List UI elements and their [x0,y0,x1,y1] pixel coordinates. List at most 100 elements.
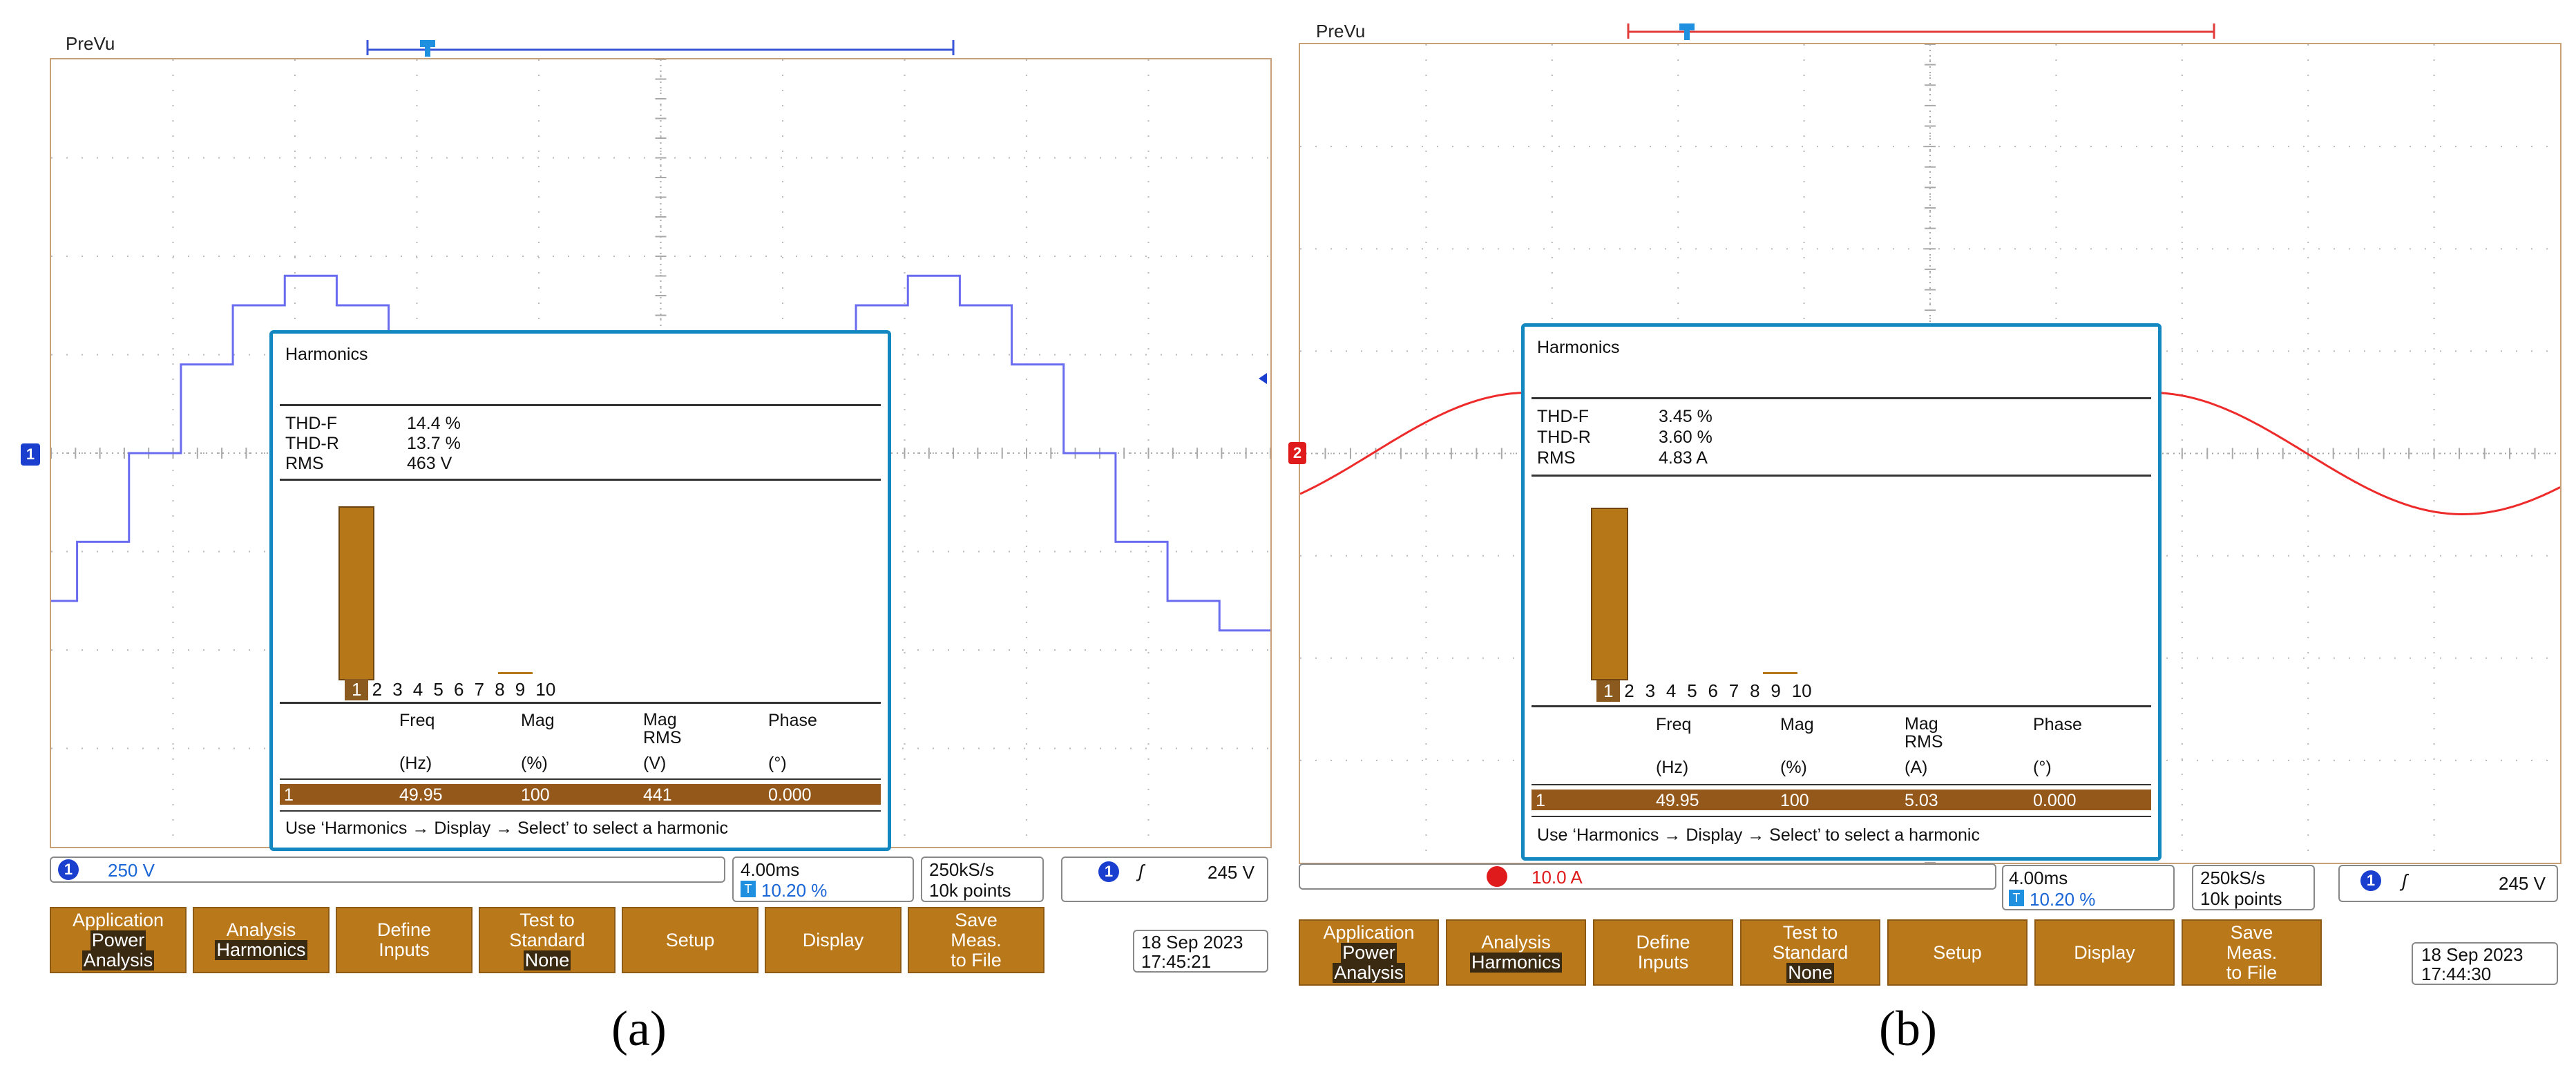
unit-mag: (%) [1780,758,1807,777]
trig-pos-icon: T [2009,890,2024,906]
harmonics-dialog: Harmonics THD-F 14.4 % THD-R 13.7 % RMS … [269,330,891,851]
setup-button[interactable]: Setup [1887,919,2028,986]
col-phase: Phase [768,711,817,730]
rms-label: RMS [1537,448,1576,468]
col-magrms: Mag RMS [643,710,682,747]
harmonic-bar-1[interactable] [338,506,374,680]
prevu-label: PreVu [66,33,115,54]
harmonic-number-5[interactable]: 5 [433,679,443,700]
harmonic-number-5[interactable]: 5 [1687,680,1697,701]
harmonic-number-1[interactable]: 1 [1596,680,1621,702]
setup-button[interactable]: Setup [622,907,759,973]
thd-r-label: THD-R [285,434,339,453]
trigger-box[interactable]: 1 ʃ 245 V [2338,865,2558,902]
dialog-title: Harmonics [1537,338,1620,357]
dialog-title: Harmonics [285,345,368,364]
panel-b: PreVu 2 Harmonics THD-F 3.45 % THD-R 3.6… [1288,0,2576,1081]
analysis-button[interactable]: Analysis Harmonics [193,907,330,973]
unit-phase: (°) [768,754,787,773]
timebase-box[interactable]: 4.00ms T 10.20 % [2002,865,2175,910]
application-button[interactable]: Application Power Analysis [1299,919,1439,986]
panel-a: PreVu 1 Harmonics THD-F 14.4 % THD-R 13.… [21,30,1272,1056]
unit-mag: (%) [521,754,548,773]
rms-value: 4.83 A [1659,448,1708,468]
harmonic-number-3[interactable]: 3 [1645,680,1656,701]
analysis-button[interactable]: Analysis Harmonics [1446,919,1586,986]
thd-r-label: THD-R [1537,428,1591,447]
harmonic-number-2[interactable]: 2 [372,679,383,700]
harmonic-number-6[interactable]: 6 [454,679,464,700]
col-freq: Freq [399,711,435,730]
unit-freq: (Hz) [1656,758,1689,777]
define-inputs-button[interactable]: Define Inputs [336,907,473,973]
caption-a: (a) [611,1001,667,1056]
thd-r-value: 3.60 % [1659,428,1712,447]
prevu-label: PreVu [1316,21,1366,41]
harmonic-number-6[interactable]: 6 [1708,680,1718,701]
harmonic-bar-1[interactable] [1591,508,1628,680]
thd-f-value: 3.45 % [1659,407,1712,426]
voltage-waveform [51,274,1270,632]
thd-f-label: THD-F [285,414,337,433]
hint-text: Use ‘Harmonics → Display → Select’ to se… [285,819,728,838]
save-meas-button[interactable]: Save Meas. to File [908,907,1044,973]
date-time-box: 18 Sep 2023 17:44:30 [2412,942,2558,985]
hint-text: Use ‘Harmonics → Display → Select’ to se… [1537,825,1980,845]
harmonic-number-10[interactable]: 10 [1791,680,1812,701]
timebase-box[interactable]: 4.00ms T 10.20 % [732,857,914,902]
col-mag: Mag [1780,715,1814,734]
harmonic-number-8[interactable]: 8 [495,679,505,700]
sample-rate-box[interactable]: 250kS/s 10k points [921,857,1044,902]
display-button[interactable]: Display [765,907,901,973]
harmonic-row[interactable]: 1 49.95 100 441 0.000 [280,784,881,805]
trigger-level-icon [1259,373,1267,384]
thd-r-value: 13.7 % [407,434,461,453]
trig-pos-icon: T [741,881,756,897]
thd-f-value: 14.4 % [407,414,461,433]
unit-freq: (Hz) [399,754,432,773]
harmonic-bar-5[interactable] [498,672,533,674]
channel-1-marker[interactable]: 1 [21,443,40,466]
harmonic-number-2[interactable]: 2 [1624,680,1634,701]
harmonics-dialog: Harmonics THD-F 3.45 % THD-R 3.60 % RMS … [1521,323,2162,861]
harmonic-number-4[interactable]: 4 [1666,680,1677,701]
harmonic-row[interactable]: 1 49.95 100 5.03 0.000 [1532,790,2151,810]
harmonic-number-9[interactable]: 9 [1771,680,1781,701]
harmonic-number-1[interactable]: 1 [345,679,369,700]
harmonic-number-3[interactable]: 3 [392,679,403,700]
thd-f-label: THD-F [1537,407,1589,426]
unit-magrms: (A) [1905,758,1928,777]
trigger-box[interactable]: 1 ʃ 245 V [1061,857,1268,902]
sample-rate-box[interactable]: 250kS/s 10k points [2192,865,2315,910]
unit-magrms: (V) [643,754,667,773]
unit-phase: (°) [2033,758,2052,777]
channel-scale-box[interactable]: 1 250 V [50,857,725,883]
harmonic-number-9[interactable]: 9 [515,679,526,700]
harmonic-number-7[interactable]: 7 [1728,680,1739,701]
harmonic-number-4[interactable]: 4 [412,679,423,700]
harmonic-bar-5[interactable] [1763,672,1797,674]
record-view-bar[interactable] [359,30,960,58]
harmonic-number-10[interactable]: 10 [535,679,556,700]
rms-label: RMS [285,454,324,473]
rising-edge-icon: ʃ [1138,861,1144,881]
display-button[interactable]: Display [2034,919,2175,986]
save-meas-button[interactable]: Save Meas. to File [2182,919,2322,986]
col-magrms: Mag RMS [1905,714,1943,752]
caption-b: (b) [1879,1001,1937,1056]
test-to-standard-button[interactable]: Test to Standard None [1740,919,1880,986]
col-mag: Mag [521,711,555,730]
channel-2-marker[interactable]: 2 [1288,442,1306,464]
harmonic-number-7[interactable]: 7 [474,679,485,700]
date-time-box: 18 Sep 2023 17:45:21 [1133,930,1268,973]
harmonic-number-8[interactable]: 8 [1750,680,1760,701]
col-phase: Phase [2033,715,2082,734]
col-freq: Freq [1656,715,1692,734]
define-inputs-button[interactable]: Define Inputs [1593,919,1733,986]
test-to-standard-button[interactable]: Test to Standard None [479,907,616,973]
rising-edge-icon: ʃ [2402,870,2407,891]
application-button[interactable]: Application Power Analysis [50,907,187,973]
record-view-bar[interactable] [1620,18,2221,46]
channel-scale-box[interactable]: 2 10.0 A [1299,863,1996,890]
rms-value: 463 V [407,454,452,473]
